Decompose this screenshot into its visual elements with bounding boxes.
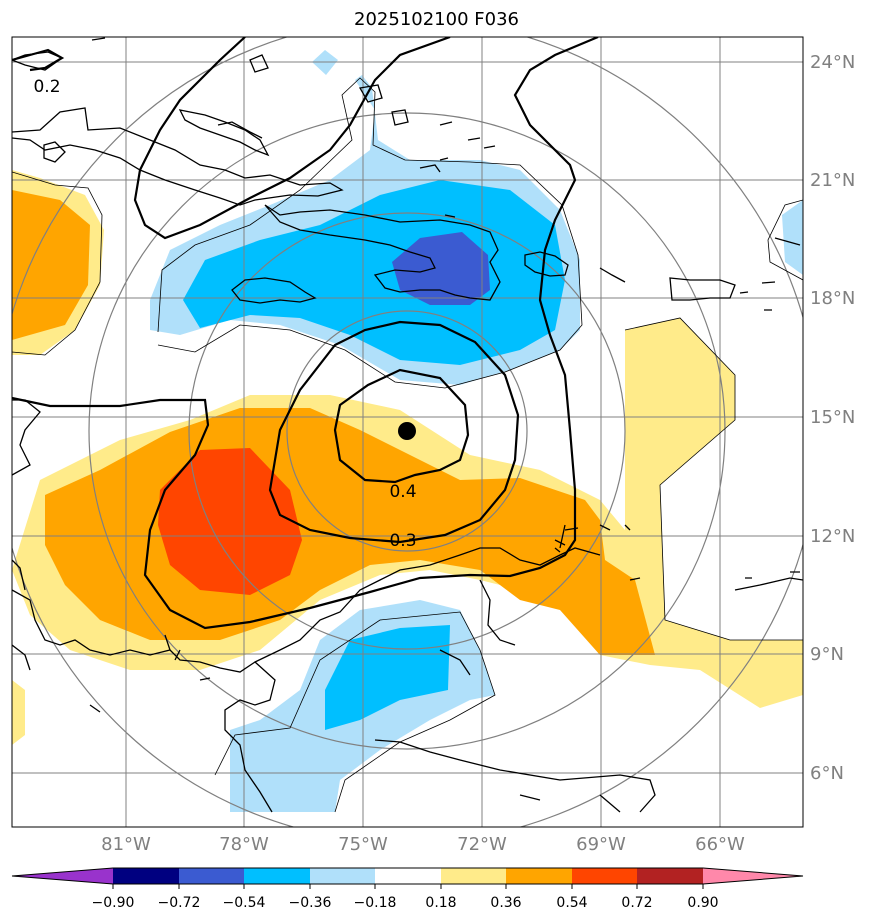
- storm-center-marker: [398, 422, 416, 440]
- colorbar-tick: 0.72: [621, 895, 652, 911]
- colorbar: −0.90 −0.72 −0.54 −0.36 −0.18 0.18 0.36 …: [11, 867, 804, 911]
- colorbar-segment: [179, 868, 244, 884]
- positive-anomaly-dark: [158, 448, 302, 595]
- colorbar-tick: 0.90: [687, 895, 718, 911]
- colorbar-segment: [375, 868, 441, 884]
- colorbar-tick: 0.36: [490, 895, 521, 911]
- lat-label-15n: 15°N: [810, 407, 855, 428]
- colorbar-extend-low: [12, 868, 113, 884]
- lon-label-66w: 66°W: [695, 834, 745, 855]
- colorbar-segment: [441, 868, 506, 884]
- contour-thin: [12, 77, 803, 813]
- contour-label-bg-1: [28, 73, 66, 97]
- colorbar-segment: [637, 868, 703, 884]
- colorbar-tick: 0.54: [556, 895, 587, 911]
- map-frame: [11, 36, 804, 828]
- colorbar-segment: [572, 868, 637, 884]
- colorbar-segment: [244, 868, 310, 884]
- colorbar-segment: [310, 868, 375, 884]
- lon-label-69w: 69°W: [576, 834, 626, 855]
- map-panel: [12, 37, 803, 827]
- lat-label-24n: 24°N: [810, 52, 855, 73]
- negative-anomaly-dark: [392, 232, 490, 305]
- lat-label-12n: 12°N: [810, 526, 855, 547]
- colorbar-tick: 0.18: [425, 895, 456, 911]
- contour-label-0-2: 0.2: [33, 77, 60, 97]
- lat-label-21n: 21°N: [810, 170, 855, 191]
- negative-anomaly-mid: [183, 180, 565, 730]
- lat-label-9n: 9°N: [810, 644, 844, 665]
- lon-label-75w: 75°W: [338, 834, 388, 855]
- lon-label-72w: 72°W: [457, 834, 507, 855]
- colorbar-segment: [506, 868, 572, 884]
- longitude-labels: 81°W 78°W 75°W 72°W 69°W 66°W: [101, 834, 745, 855]
- lon-label-81w: 81°W: [101, 834, 151, 855]
- contour-label-0-4: 0.4: [389, 482, 416, 502]
- colorbar-extend-high: [703, 868, 803, 884]
- colorbar-segment: [113, 868, 179, 884]
- latitude-labels: 24°N 21°N 18°N 15°N 12°N 9°N 6°N: [810, 52, 855, 784]
- colorbar-tick: −0.36: [289, 895, 332, 911]
- map-title: 2025102100 F036: [354, 9, 519, 30]
- lat-label-6n: 6°N: [810, 763, 844, 784]
- colorbar-tick: −0.18: [354, 895, 397, 911]
- contour-thick: [12, 37, 599, 630]
- colorbar-tick: −0.54: [223, 895, 266, 911]
- lon-label-78w: 78°W: [219, 834, 269, 855]
- range-rings: [12, 37, 803, 827]
- colorbar-tick: −0.90: [92, 895, 135, 911]
- colorbar-tick: −0.72: [158, 895, 201, 911]
- lat-label-18n: 18°N: [810, 288, 855, 309]
- contour-label-0-3: 0.3: [389, 531, 416, 551]
